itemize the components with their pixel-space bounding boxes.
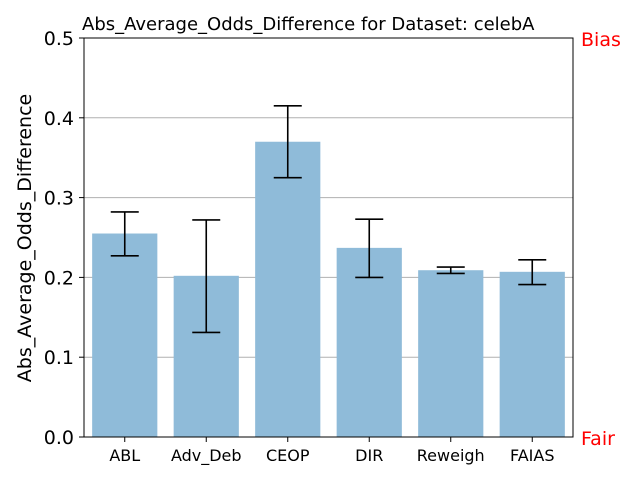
grid-lines xyxy=(84,117,573,358)
y-tick-label: 0.4 xyxy=(44,108,74,130)
fair-annotation: Fair xyxy=(581,428,615,450)
x-tick-label: FAIAS xyxy=(510,446,555,465)
y-axis-ticks: 0.0 0.1 0.2 0.3 0.4 0.5 xyxy=(44,28,84,449)
x-axis-ticks: ABL Adv_Deb CEOP DIR Reweigh FAIAS xyxy=(109,437,555,466)
bar xyxy=(499,271,565,437)
chart-title: Abs_Average_Odds_Difference for Dataset:… xyxy=(82,14,535,35)
bar xyxy=(336,247,402,437)
y-tick-label: 0.3 xyxy=(44,188,74,210)
error-bars-group xyxy=(110,105,547,334)
y-tick-label: 0.0 xyxy=(44,427,74,449)
y-tick-label: 0.1 xyxy=(44,347,74,369)
bias-annotation: Bias xyxy=(581,29,621,51)
bar xyxy=(92,233,158,437)
y-tick-label: 0.2 xyxy=(44,267,74,289)
bar xyxy=(418,270,484,437)
x-tick-label: DIR xyxy=(355,446,383,465)
plot-frame xyxy=(83,37,574,438)
x-tick-label: Adv_Deb xyxy=(171,446,242,466)
y-tick-label: 0.5 xyxy=(44,28,74,50)
bars-group xyxy=(92,141,565,438)
bar xyxy=(255,141,321,438)
x-tick-label: CEOP xyxy=(266,446,310,465)
x-tick-label: ABL xyxy=(109,446,140,465)
x-tick-label: Reweigh xyxy=(417,446,485,465)
y-axis-label: Abs_Average_Odds_Difference xyxy=(14,94,36,382)
